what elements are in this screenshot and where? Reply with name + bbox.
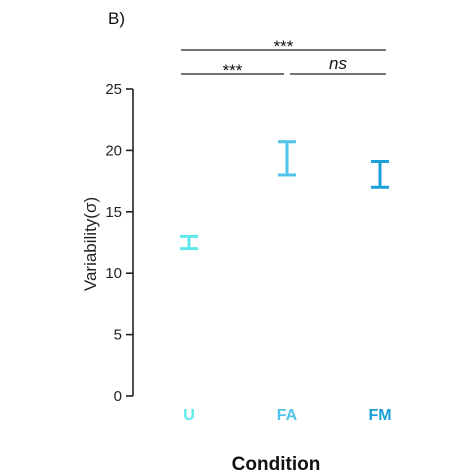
error-bar-fa: [278, 140, 296, 177]
y-tick-label-15: 15: [105, 204, 122, 221]
sig-label: ns: [329, 54, 347, 73]
sig-bracket-u-fm: ***: [181, 37, 386, 56]
y-tick-label-5: 5: [114, 327, 122, 344]
y-tick-label-20: 20: [105, 142, 122, 159]
y-tick-label-10: 10: [105, 265, 122, 282]
sig-label: ***: [223, 61, 243, 80]
panel-label: B): [108, 9, 125, 28]
error-bar-fm: [371, 159, 389, 189]
y-axis: 0 5 10 15 20 25: [105, 81, 134, 405]
sig-bracket-u-fa: ***: [181, 61, 284, 80]
error-bar-u: [180, 234, 198, 251]
x-tick-labels: U FA FM: [183, 407, 391, 424]
y-tick-label-0: 0: [114, 388, 122, 405]
sig-label: ***: [274, 37, 294, 56]
x-axis-title: Condition: [232, 454, 321, 474]
significance-brackets: *** *** ns: [181, 37, 386, 80]
y-tick-label-25: 25: [105, 81, 122, 98]
y-axis-title: Variability(σ): [81, 197, 100, 291]
error-bars: [180, 140, 389, 251]
x-tick-label-fm: FM: [368, 407, 391, 424]
x-tick-label-u: U: [183, 407, 195, 424]
x-tick-label-fa: FA: [277, 407, 298, 424]
sig-bracket-fa-fm: ns: [290, 54, 386, 75]
